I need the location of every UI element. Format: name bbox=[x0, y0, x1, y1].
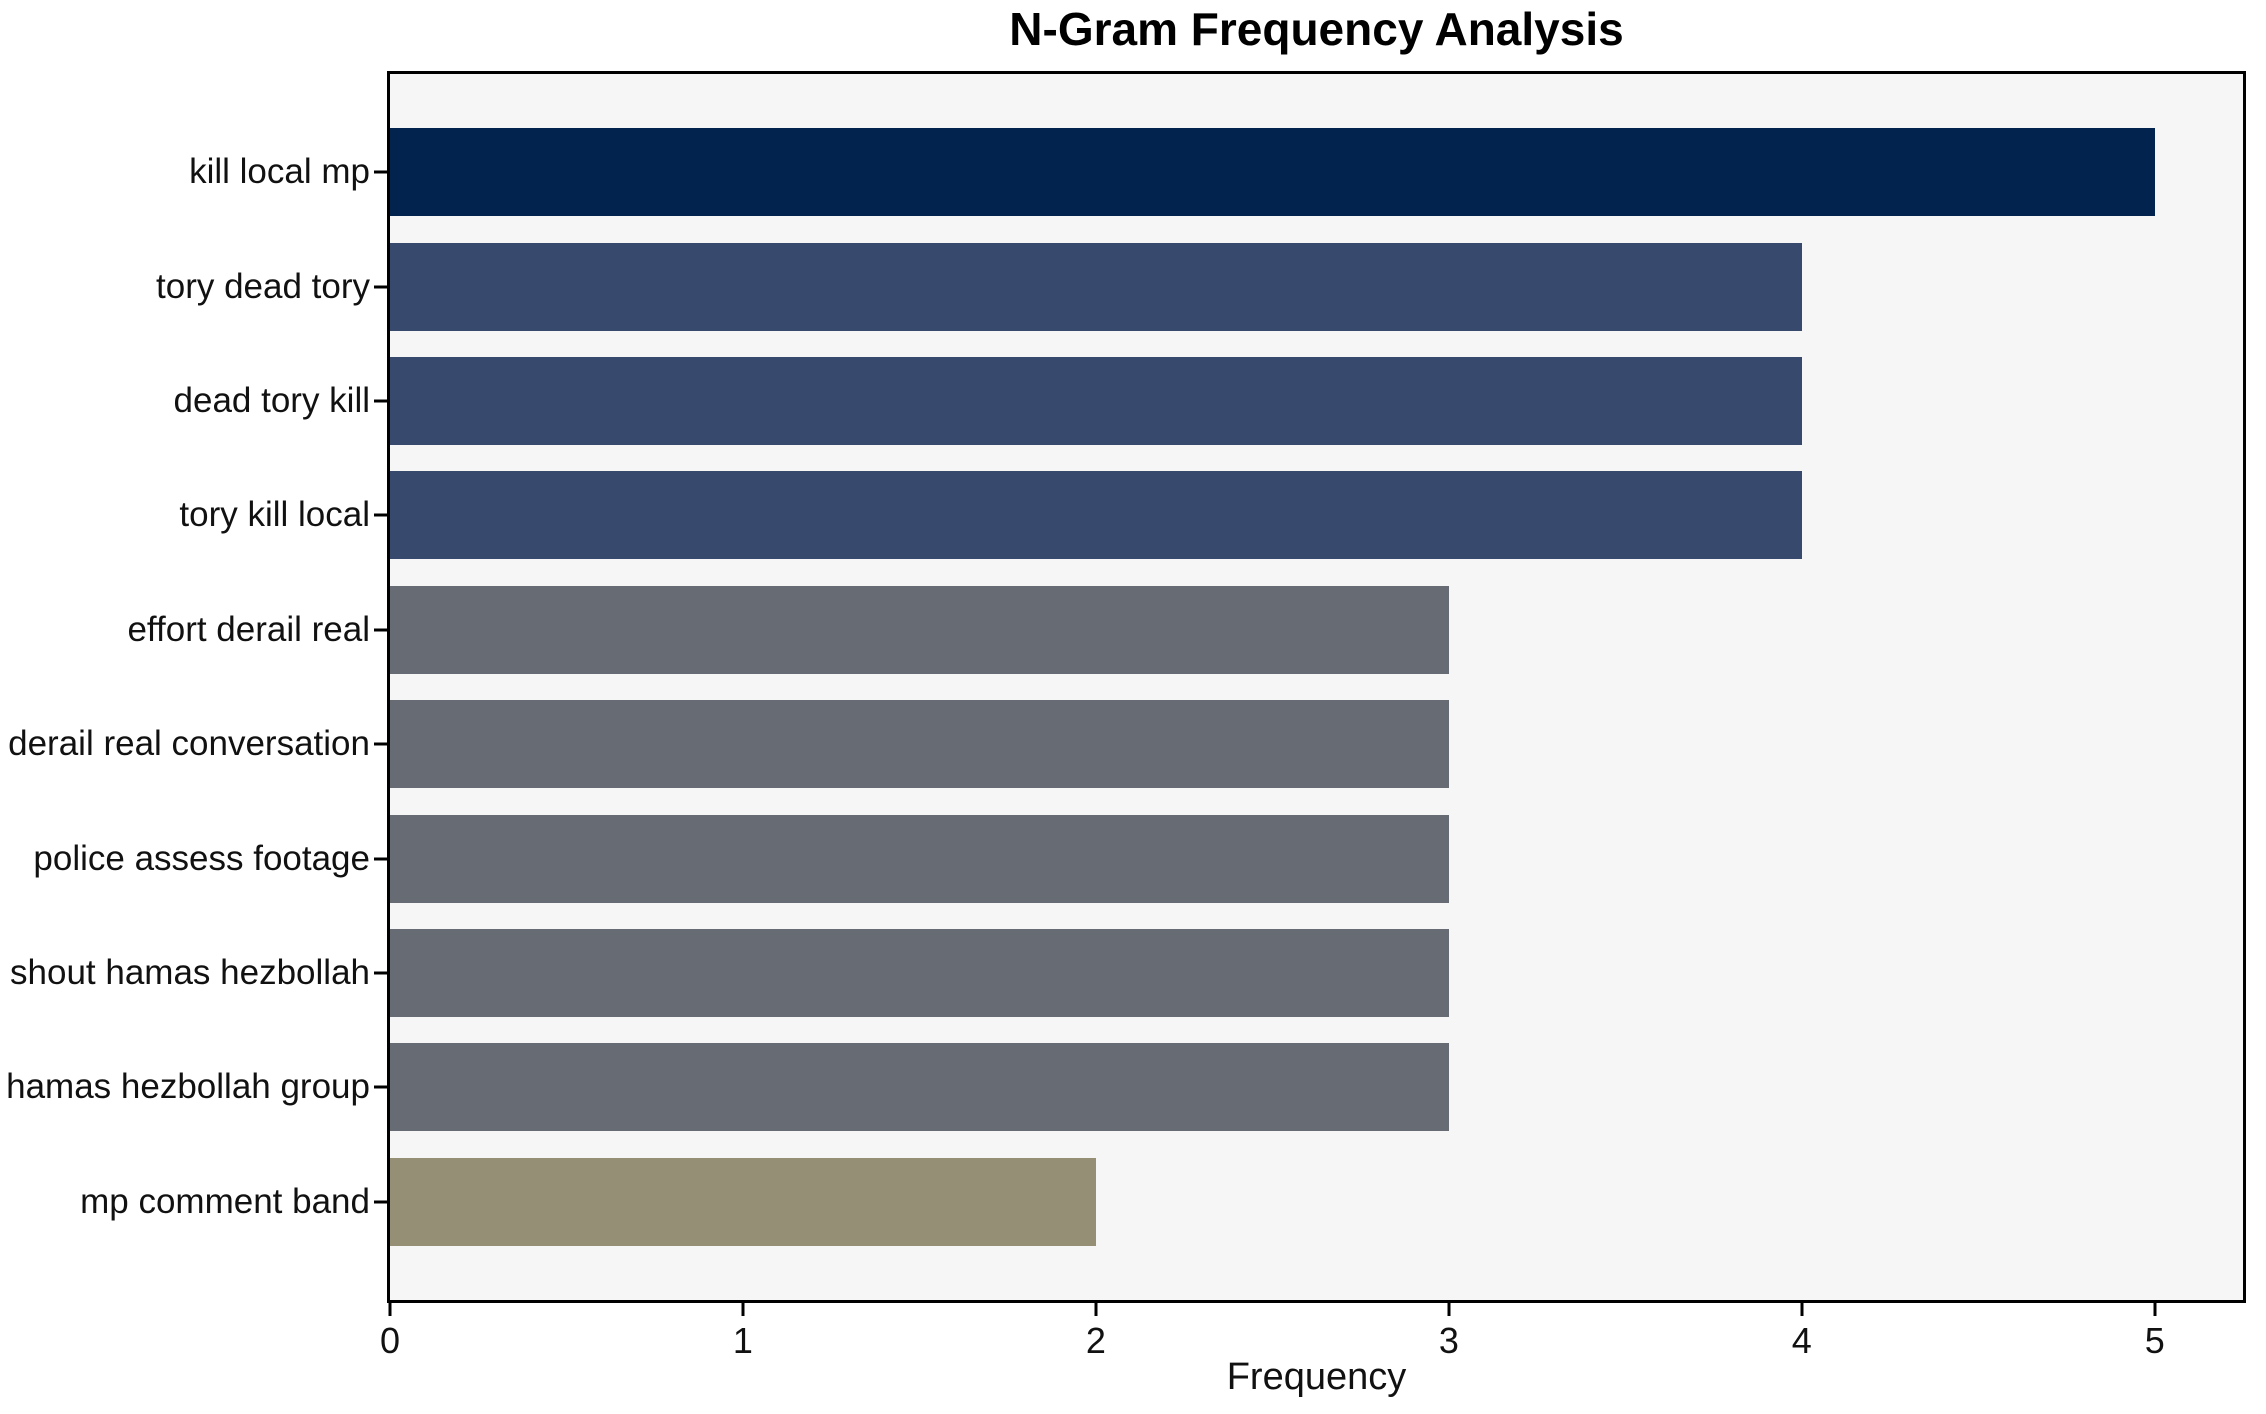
y-tick-mark bbox=[374, 628, 387, 632]
y-tick-label: derail real conversation bbox=[8, 724, 370, 764]
y-tick-label: hamas hezbollah group bbox=[6, 1067, 370, 1107]
y-tick-label: tory kill local bbox=[179, 495, 370, 535]
bar bbox=[390, 128, 2155, 217]
x-tick-mark bbox=[1094, 1303, 1098, 1316]
bar-row: tory kill local bbox=[179, 458, 2243, 572]
bar bbox=[390, 357, 1802, 446]
x-tick-mark bbox=[388, 1303, 392, 1316]
bar bbox=[390, 471, 1802, 560]
bar-row: dead tory kill bbox=[174, 344, 2243, 458]
y-tick-mark bbox=[374, 742, 387, 746]
x-tick-mark bbox=[2153, 1303, 2157, 1316]
y-tick-label: tory dead tory bbox=[156, 266, 370, 306]
x-tick-mark bbox=[741, 1303, 745, 1316]
bars-layer: kill local mp tory dead tory dead tory kil… bbox=[6, 74, 2243, 1300]
x-tick-label: 2 bbox=[1085, 1320, 1106, 1361]
bar bbox=[390, 1157, 1096, 1246]
y-tick-label: mp comment band bbox=[80, 1181, 370, 1221]
bar bbox=[390, 585, 1449, 674]
y-tick-label: kill local mp bbox=[189, 152, 370, 192]
y-tick-mark bbox=[374, 170, 387, 174]
x-tick-label: 3 bbox=[1438, 1320, 1459, 1361]
bar bbox=[390, 1043, 1449, 1132]
plot-area: kill local mp tory dead tory dead tory kil… bbox=[6, 71, 2246, 1361]
y-tick-label: dead tory kill bbox=[173, 381, 370, 421]
bar-row: mp comment band bbox=[80, 1145, 2243, 1259]
x-ticks-layer: 0 1 2 3 4 5 bbox=[380, 1300, 2243, 1361]
x-tick-label: 4 bbox=[1791, 1320, 1812, 1361]
x-tick-mark bbox=[1447, 1303, 1451, 1316]
bar-row: kill local mp bbox=[189, 115, 2243, 229]
bar-row: tory dead tory bbox=[156, 229, 2243, 343]
bar-row: derail real conversation bbox=[8, 687, 2243, 801]
bar-row: effort derail real bbox=[127, 573, 2243, 687]
bar bbox=[390, 242, 1802, 331]
x-axis-label: Frequency bbox=[1226, 1356, 1407, 1398]
y-tick-mark bbox=[374, 399, 387, 403]
x-tick-label: 5 bbox=[2144, 1320, 2165, 1361]
bar-row: police assess footage bbox=[33, 801, 2243, 915]
bar bbox=[390, 814, 1449, 903]
y-tick-label: shout hamas hezbollah bbox=[10, 953, 370, 993]
y-tick-mark bbox=[374, 285, 387, 289]
y-tick-mark bbox=[374, 513, 387, 517]
x-tick-mark bbox=[1800, 1303, 1804, 1316]
x-tick-label: 0 bbox=[379, 1320, 401, 1361]
chart-title: N-Gram Frequency Analysis bbox=[1009, 3, 1624, 55]
bar-row: shout hamas hezbollah bbox=[10, 916, 2243, 1030]
bar bbox=[390, 929, 1449, 1018]
y-tick-label: effort derail real bbox=[127, 609, 370, 649]
y-tick-mark bbox=[374, 857, 387, 861]
bar-row: hamas hezbollah group bbox=[6, 1030, 2243, 1144]
y-tick-mark bbox=[374, 1200, 387, 1204]
y-tick-label: police assess footage bbox=[33, 838, 370, 878]
bar bbox=[390, 700, 1449, 789]
y-tick-mark bbox=[374, 1085, 387, 1089]
y-tick-mark bbox=[374, 971, 387, 975]
x-tick-label: 1 bbox=[732, 1320, 753, 1361]
